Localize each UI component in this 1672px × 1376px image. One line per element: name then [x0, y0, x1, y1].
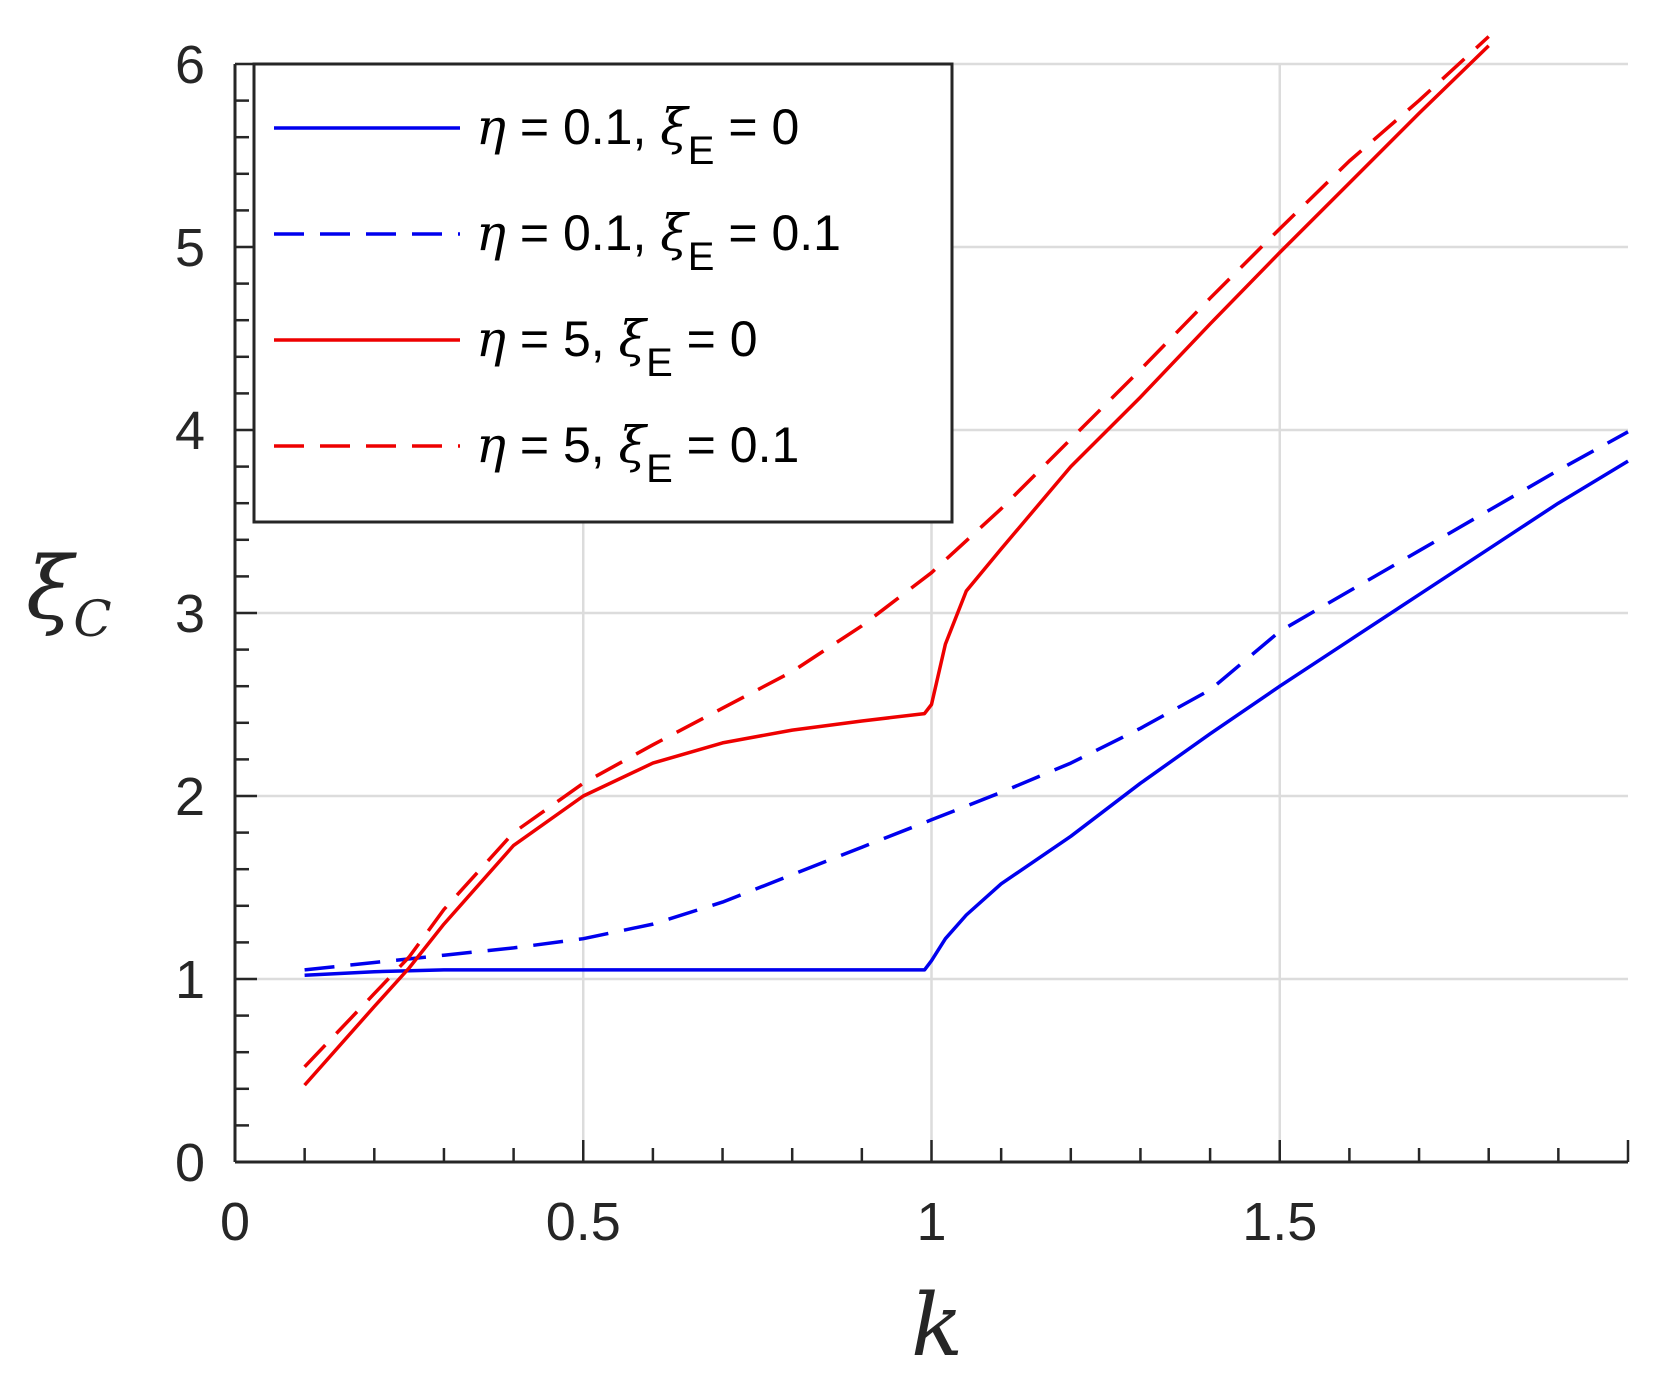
- legend-label-3: η = 5, ξE = 0: [476, 310, 758, 385]
- y-axis-title-base: ξ: [26, 539, 77, 639]
- x-tick-label: 0.5: [546, 1192, 621, 1252]
- tick-labels: 0 0.5 1 1.5 0 1 2 3 4 5 6: [175, 35, 1317, 1252]
- legend-label-2: η = 0.1, ξE = 0.1: [476, 204, 841, 279]
- legend-label-1: η = 0.1, ξE = 0: [476, 98, 799, 173]
- legend-box: [252, 62, 954, 524]
- series-line-3: [303, 44, 1490, 1087]
- x-axis-title: k: [911, 1276, 963, 1376]
- x-tick-label: 1.5: [1242, 1192, 1317, 1252]
- y-tick-label: 5: [175, 218, 205, 278]
- y-tick-label: 4: [175, 401, 205, 461]
- legend-label-4: η = 5, ξE = 0.1: [476, 416, 799, 491]
- y-tick-label: 2: [175, 767, 205, 827]
- series-line-4: [303, 35, 1490, 1069]
- y-axis-title: ξC: [26, 539, 112, 648]
- series-lines: [303, 35, 1629, 1087]
- x-tick-label: 1: [916, 1192, 946, 1252]
- series-line-1: [304, 459, 1629, 978]
- y-axis-title-sub: C: [73, 590, 111, 648]
- y-tick-label: 3: [175, 584, 205, 644]
- legend-items: η = 0.1, ξE = 0 η = 0.1, ξE = 0.1 η = 5, ξ…: [274, 98, 841, 491]
- x-tick-label: 0: [220, 1192, 250, 1252]
- axes: [233, 62, 1630, 1164]
- y-tick-label: 0: [175, 1133, 205, 1193]
- y-tick-label: 1: [175, 950, 205, 1010]
- legend: η = 0.1, ξE = 0 η = 0.1, ξE = 0.1 η = 5, ξ…: [252, 62, 954, 524]
- y-tick-label: 6: [175, 35, 205, 95]
